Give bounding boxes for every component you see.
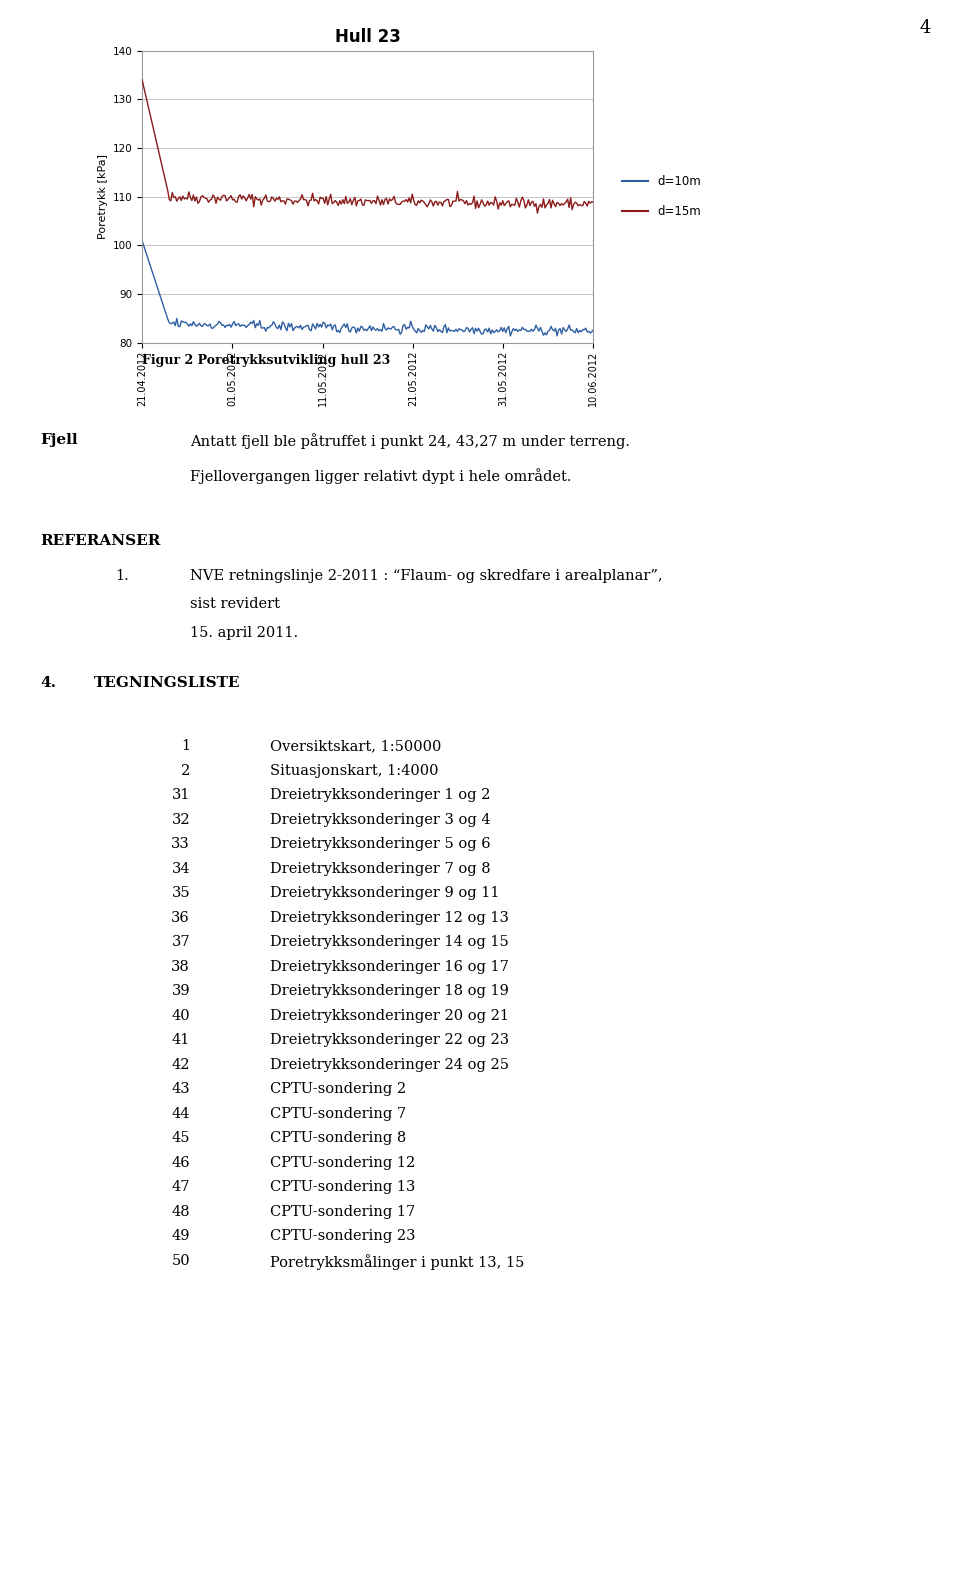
Text: 15. april 2011.: 15. april 2011.: [190, 626, 299, 640]
Text: 4.: 4.: [40, 676, 57, 690]
Text: TEGNINGSLISTE: TEGNINGSLISTE: [94, 676, 241, 690]
Text: 40: 40: [172, 1010, 190, 1022]
Text: 43: 43: [172, 1082, 190, 1097]
Text: 48: 48: [172, 1206, 190, 1218]
Text: CPTU-sondering 13: CPTU-sondering 13: [270, 1180, 415, 1194]
Text: Dreietrykksonderinger 16 og 17: Dreietrykksonderinger 16 og 17: [270, 961, 509, 973]
Text: Dreietrykksonderinger 5 og 6: Dreietrykksonderinger 5 og 6: [270, 837, 491, 852]
Text: Fjell: Fjell: [40, 433, 78, 447]
Text: CPTU-sondering 7: CPTU-sondering 7: [270, 1108, 406, 1120]
Text: Dreietrykksonderinger 18 og 19: Dreietrykksonderinger 18 og 19: [270, 984, 509, 999]
Text: 34: 34: [172, 863, 190, 875]
Text: 4: 4: [920, 19, 931, 36]
Text: Fjellovergangen ligger relativt dypt i hele området.: Fjellovergangen ligger relativt dypt i h…: [190, 468, 571, 483]
Y-axis label: Poretrykk [kPa]: Poretrykk [kPa]: [99, 155, 108, 239]
Text: Dreietrykksonderinger 22 og 23: Dreietrykksonderinger 22 og 23: [270, 1033, 509, 1048]
Text: Dreietrykksonderinger 14 og 15: Dreietrykksonderinger 14 og 15: [270, 935, 509, 950]
Text: Poretrykksmålinger i punkt 13, 15: Poretrykksmålinger i punkt 13, 15: [270, 1255, 524, 1270]
Text: CPTU-sondering 2: CPTU-sondering 2: [270, 1082, 406, 1097]
Text: 45: 45: [172, 1131, 190, 1146]
Text: Dreietrykksonderinger 20 og 21: Dreietrykksonderinger 20 og 21: [270, 1010, 509, 1022]
Text: Dreietrykksonderinger 3 og 4: Dreietrykksonderinger 3 og 4: [270, 814, 491, 826]
Text: 32: 32: [172, 814, 190, 826]
Text: 39: 39: [172, 984, 190, 999]
Text: CPTU-sondering 8: CPTU-sondering 8: [270, 1131, 406, 1146]
Text: 38: 38: [171, 961, 190, 973]
Text: 46: 46: [172, 1157, 190, 1169]
Text: CPTU-sondering 17: CPTU-sondering 17: [270, 1206, 415, 1218]
Text: Antatt fjell ble påtruffet i punkt 24, 43,27 m under terreng.: Antatt fjell ble påtruffet i punkt 24, 4…: [190, 433, 630, 449]
Text: CPTU-sondering 23: CPTU-sondering 23: [270, 1229, 416, 1243]
Text: Situasjonskart, 1:4000: Situasjonskart, 1:4000: [270, 765, 439, 777]
Text: REFERANSER: REFERANSER: [40, 534, 160, 548]
Text: Oversiktskart, 1:50000: Oversiktskart, 1:50000: [270, 739, 442, 754]
Text: Dreietrykksonderinger 9 og 11: Dreietrykksonderinger 9 og 11: [270, 886, 499, 901]
Text: Dreietrykksonderinger 24 og 25: Dreietrykksonderinger 24 og 25: [270, 1059, 509, 1071]
Text: 36: 36: [171, 910, 190, 924]
Text: Dreietrykksonderinger 1 og 2: Dreietrykksonderinger 1 og 2: [270, 788, 491, 803]
Text: sist revidert: sist revidert: [190, 597, 280, 611]
Text: 31: 31: [172, 788, 190, 803]
Text: 49: 49: [172, 1229, 190, 1243]
Text: Figur 2 Poretrykksutvikling hull 23: Figur 2 Poretrykksutvikling hull 23: [142, 354, 391, 367]
Text: 2: 2: [180, 765, 190, 777]
Text: CPTU-sondering 12: CPTU-sondering 12: [270, 1157, 415, 1169]
Text: 1.: 1.: [115, 569, 129, 583]
Text: NVE retningslinje 2-2011 : “Flaum- og skredfare i arealplanar”,: NVE retningslinje 2-2011 : “Flaum- og sk…: [190, 569, 662, 583]
Text: 50: 50: [172, 1255, 190, 1267]
Text: Dreietrykksonderinger 7 og 8: Dreietrykksonderinger 7 og 8: [270, 863, 491, 875]
Text: 44: 44: [172, 1108, 190, 1120]
Text: 41: 41: [172, 1033, 190, 1048]
Text: 35: 35: [172, 886, 190, 901]
Text: 47: 47: [172, 1180, 190, 1194]
Text: 33: 33: [171, 837, 190, 852]
Text: 42: 42: [172, 1059, 190, 1071]
Text: 1: 1: [180, 739, 190, 754]
Text: 37: 37: [172, 935, 190, 950]
Text: Dreietrykksonderinger 12 og 13: Dreietrykksonderinger 12 og 13: [270, 910, 509, 924]
Title: Hull 23: Hull 23: [335, 28, 400, 46]
Legend: d=10m, d=15m: d=10m, d=15m: [617, 171, 706, 223]
